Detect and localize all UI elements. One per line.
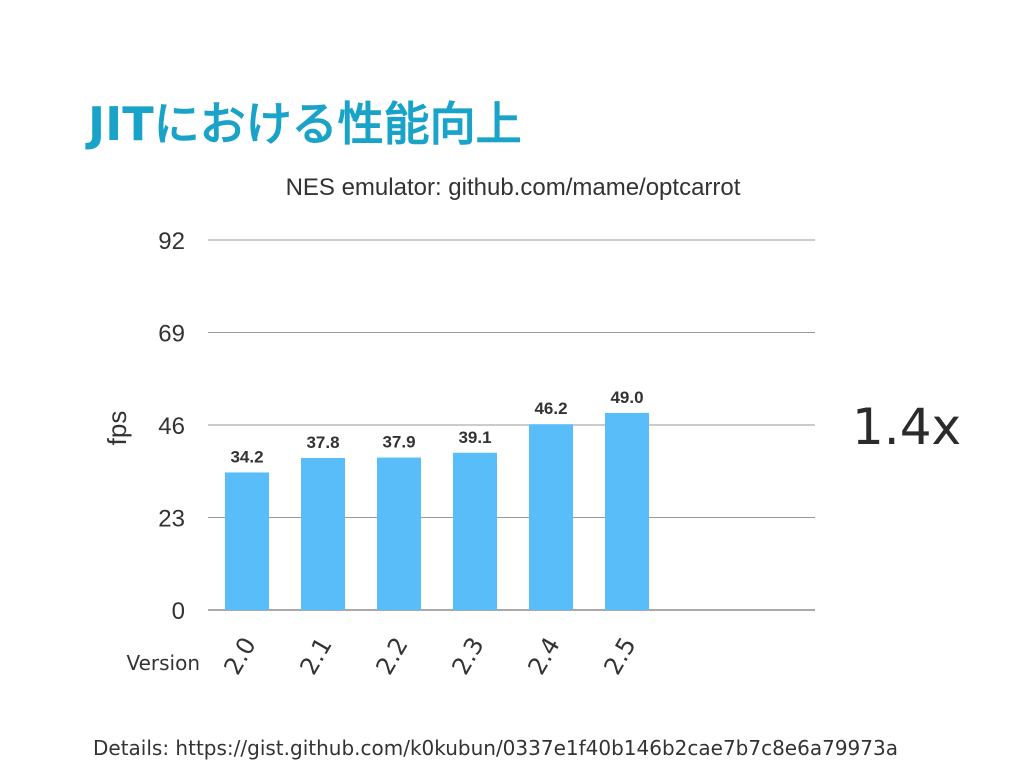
y-tick-label: 46: [158, 413, 185, 440]
bar: [605, 412, 649, 610]
bar-value-label: 34.2: [230, 447, 263, 466]
y-tick-label: 92: [158, 228, 185, 255]
x-tick-label: 2.0: [218, 632, 261, 679]
bar: [529, 424, 573, 610]
x-tick-label: 2.4: [522, 632, 565, 679]
y-tick-label: 69: [158, 321, 185, 348]
x-tick-label: 2.1: [294, 632, 337, 679]
bar-value-label: 49.0: [610, 388, 643, 407]
chart-title: NES emulator: github.com/mame/optcarrot: [286, 174, 741, 201]
page-title: JITにおける性能向上: [88, 97, 522, 151]
grid-lines: [208, 239, 815, 611]
bar-value-label: 37.8: [306, 433, 339, 452]
x-tick-label: 2.2: [370, 632, 413, 679]
y-tick-label: 0: [172, 598, 185, 625]
x-tick-label: 2.3: [446, 632, 489, 679]
x-tick-label: 2.5: [598, 632, 641, 679]
bar: [301, 457, 345, 610]
bar: [377, 457, 421, 610]
y-tick-labels: 0 23 46 69 92: [158, 228, 185, 625]
bar-value-label: 46.2: [534, 399, 567, 418]
bar: [225, 472, 269, 610]
speedup-label: 1.4x: [852, 398, 962, 456]
bars: 34.2 37.8 37.9 39.1 46.2 49.0: [225, 388, 649, 610]
bar-value-label: 39.1: [458, 428, 491, 447]
details-link[interactable]: Details: https://gist.github.com/k0kubun…: [93, 736, 898, 760]
y-axis-label: fps: [102, 411, 132, 446]
y-tick-label: 23: [158, 506, 185, 533]
x-axis-label: Version: [126, 651, 200, 675]
bar: [453, 452, 497, 610]
x-tick-labels: 2.0 2.1 2.2 2.3 2.4 2.5: [218, 632, 641, 679]
bar-value-label: 37.9: [382, 433, 415, 452]
